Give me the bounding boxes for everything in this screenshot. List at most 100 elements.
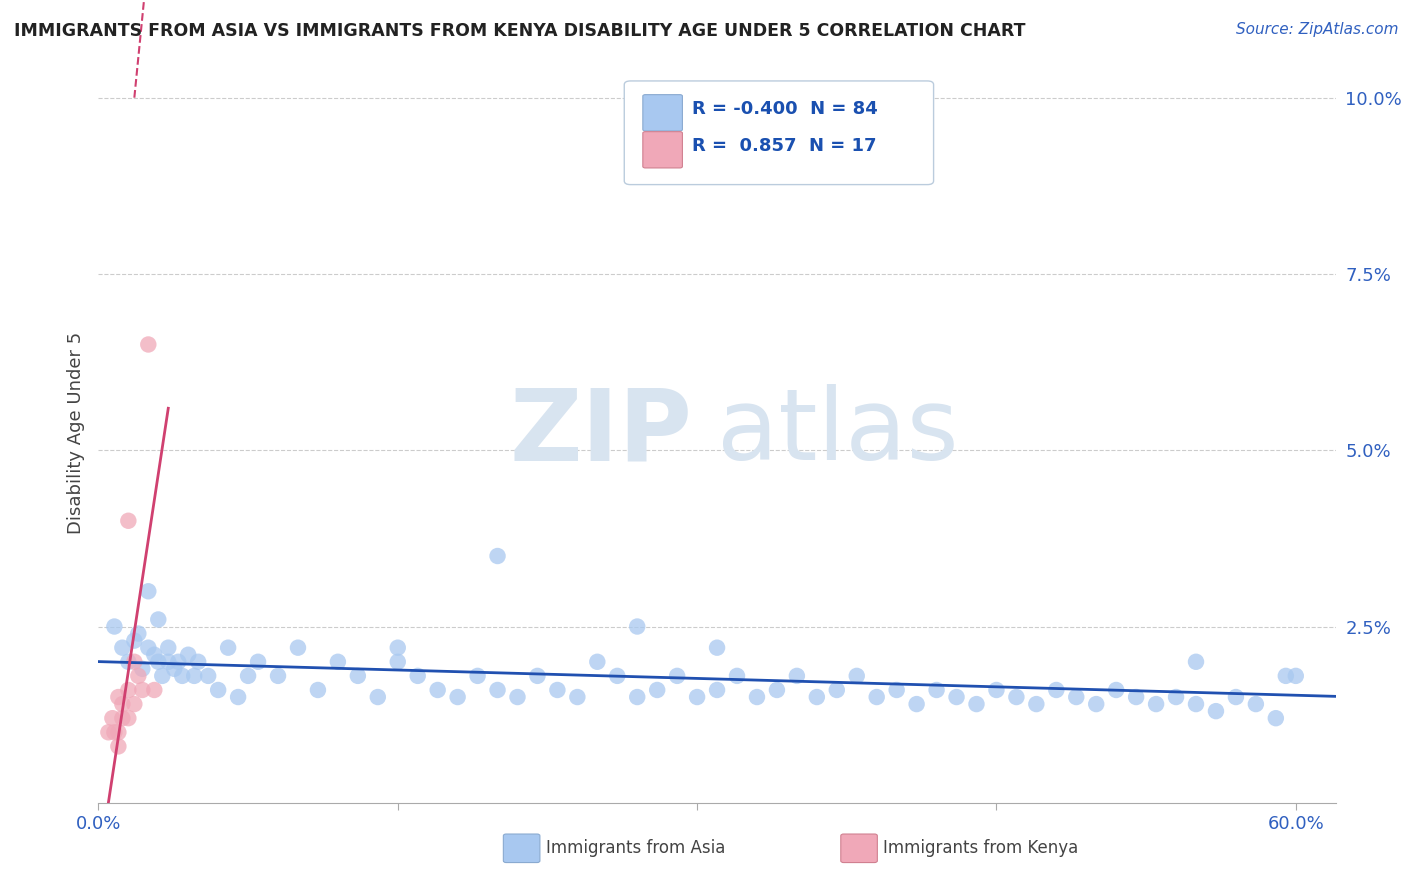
Point xyxy=(367,690,389,704)
Point xyxy=(177,648,200,662)
Point xyxy=(157,655,180,669)
Point xyxy=(226,690,249,704)
Point xyxy=(786,669,808,683)
Point xyxy=(236,669,259,683)
Point xyxy=(117,711,139,725)
Point xyxy=(136,337,159,351)
Point xyxy=(124,655,146,669)
Point xyxy=(187,655,209,669)
Point xyxy=(546,683,568,698)
Point xyxy=(111,640,134,655)
Point xyxy=(131,662,153,676)
Point xyxy=(111,697,134,711)
Point xyxy=(148,612,170,626)
Point xyxy=(806,690,828,704)
Point xyxy=(167,655,190,669)
Point xyxy=(117,514,139,528)
Point xyxy=(845,669,868,683)
Point xyxy=(706,640,728,655)
Point xyxy=(706,683,728,698)
Point xyxy=(150,669,173,683)
FancyBboxPatch shape xyxy=(624,81,934,185)
Point xyxy=(107,725,129,739)
Point xyxy=(97,725,120,739)
Point xyxy=(107,690,129,704)
Point xyxy=(131,683,153,698)
Point xyxy=(725,669,748,683)
Point xyxy=(217,640,239,655)
FancyBboxPatch shape xyxy=(643,132,682,168)
Point xyxy=(111,711,134,725)
Point xyxy=(172,669,194,683)
Point xyxy=(157,640,180,655)
Point xyxy=(127,626,149,640)
Point xyxy=(148,655,170,669)
Point xyxy=(163,662,186,676)
Text: ZIP: ZIP xyxy=(509,384,692,481)
Point xyxy=(387,655,409,669)
Point xyxy=(1105,683,1128,698)
Point xyxy=(101,711,124,725)
Point xyxy=(143,683,166,698)
Point xyxy=(1244,697,1267,711)
Point xyxy=(287,640,309,655)
Point xyxy=(307,683,329,698)
Point xyxy=(626,690,648,704)
Point xyxy=(1205,704,1227,718)
Text: atlas: atlas xyxy=(717,384,959,481)
Point xyxy=(886,683,908,698)
Point xyxy=(966,697,988,711)
FancyBboxPatch shape xyxy=(643,95,682,131)
Point xyxy=(986,683,1008,698)
Point xyxy=(103,619,125,633)
Point xyxy=(1225,690,1247,704)
Point xyxy=(347,669,370,683)
Point xyxy=(117,683,139,698)
Point xyxy=(127,669,149,683)
Text: Immigrants from Kenya: Immigrants from Kenya xyxy=(883,839,1078,857)
Point xyxy=(1185,697,1208,711)
Point xyxy=(103,725,125,739)
Point xyxy=(136,640,159,655)
Point xyxy=(626,619,648,633)
Point xyxy=(645,683,668,698)
Point xyxy=(1275,669,1298,683)
Point xyxy=(406,669,429,683)
Point xyxy=(467,669,489,683)
Text: R =  0.857  N = 17: R = 0.857 N = 17 xyxy=(692,137,877,155)
Point xyxy=(124,633,146,648)
Point xyxy=(1185,655,1208,669)
Point xyxy=(866,690,889,704)
Text: IMMIGRANTS FROM ASIA VS IMMIGRANTS FROM KENYA DISABILITY AGE UNDER 5 CORRELATION: IMMIGRANTS FROM ASIA VS IMMIGRANTS FROM … xyxy=(14,22,1025,40)
Point xyxy=(107,739,129,754)
Y-axis label: Disability Age Under 5: Disability Age Under 5 xyxy=(66,332,84,533)
Point xyxy=(136,584,159,599)
Point xyxy=(207,683,229,698)
Point xyxy=(586,655,609,669)
Point xyxy=(567,690,589,704)
Point xyxy=(945,690,967,704)
Text: Immigrants from Asia: Immigrants from Asia xyxy=(546,839,725,857)
Point xyxy=(506,690,529,704)
Point xyxy=(1005,690,1028,704)
Point xyxy=(686,690,709,704)
Point xyxy=(326,655,349,669)
Point xyxy=(1085,697,1108,711)
Point xyxy=(766,683,789,698)
Point xyxy=(446,690,468,704)
Point xyxy=(1144,697,1167,711)
Point xyxy=(1045,683,1067,698)
Point xyxy=(143,648,166,662)
Point xyxy=(825,683,848,698)
Point xyxy=(925,683,948,698)
Point xyxy=(183,669,205,683)
Point xyxy=(745,690,768,704)
Text: R = -0.400  N = 84: R = -0.400 N = 84 xyxy=(692,100,879,118)
Point xyxy=(526,669,548,683)
Point xyxy=(426,683,449,698)
Point xyxy=(267,669,290,683)
Point xyxy=(666,669,689,683)
Point xyxy=(486,549,509,563)
Point xyxy=(1264,711,1286,725)
Point xyxy=(1125,690,1147,704)
